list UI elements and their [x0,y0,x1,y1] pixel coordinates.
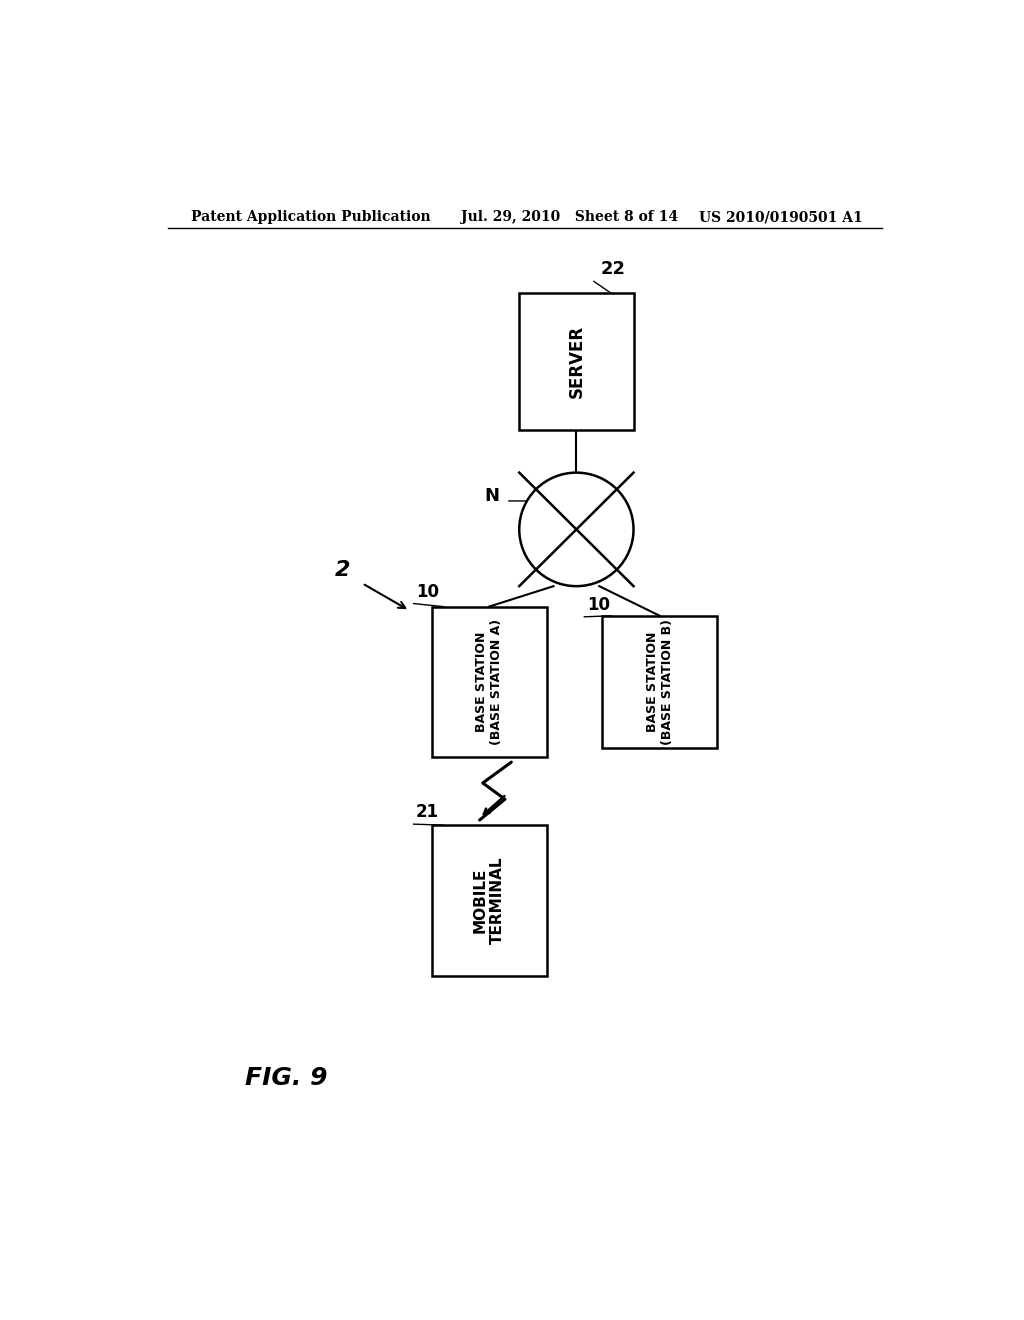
Text: US 2010/0190501 A1: US 2010/0190501 A1 [699,210,863,224]
Bar [431,607,547,758]
Bar [519,293,634,430]
Bar [431,825,547,975]
Text: Patent Application Publication: Patent Application Publication [191,210,431,224]
Text: 22: 22 [600,260,626,279]
Text: N: N [484,487,500,504]
Text: SERVER: SERVER [567,325,586,399]
Bar [602,615,717,748]
Text: MOBILE
TERMINAL: MOBILE TERMINAL [473,857,505,944]
Text: Jul. 29, 2010   Sheet 8 of 14: Jul. 29, 2010 Sheet 8 of 14 [461,210,679,224]
Text: BASE STATION
(BASE STATION A): BASE STATION (BASE STATION A) [475,619,503,744]
Ellipse shape [519,473,634,586]
Text: FIG. 9: FIG. 9 [246,1067,328,1090]
Text: BASE STATION
(BASE STATION B): BASE STATION (BASE STATION B) [646,619,674,744]
Text: 21: 21 [416,803,439,821]
Text: 2: 2 [335,560,350,579]
Text: 10: 10 [416,582,439,601]
Text: 10: 10 [587,595,609,614]
